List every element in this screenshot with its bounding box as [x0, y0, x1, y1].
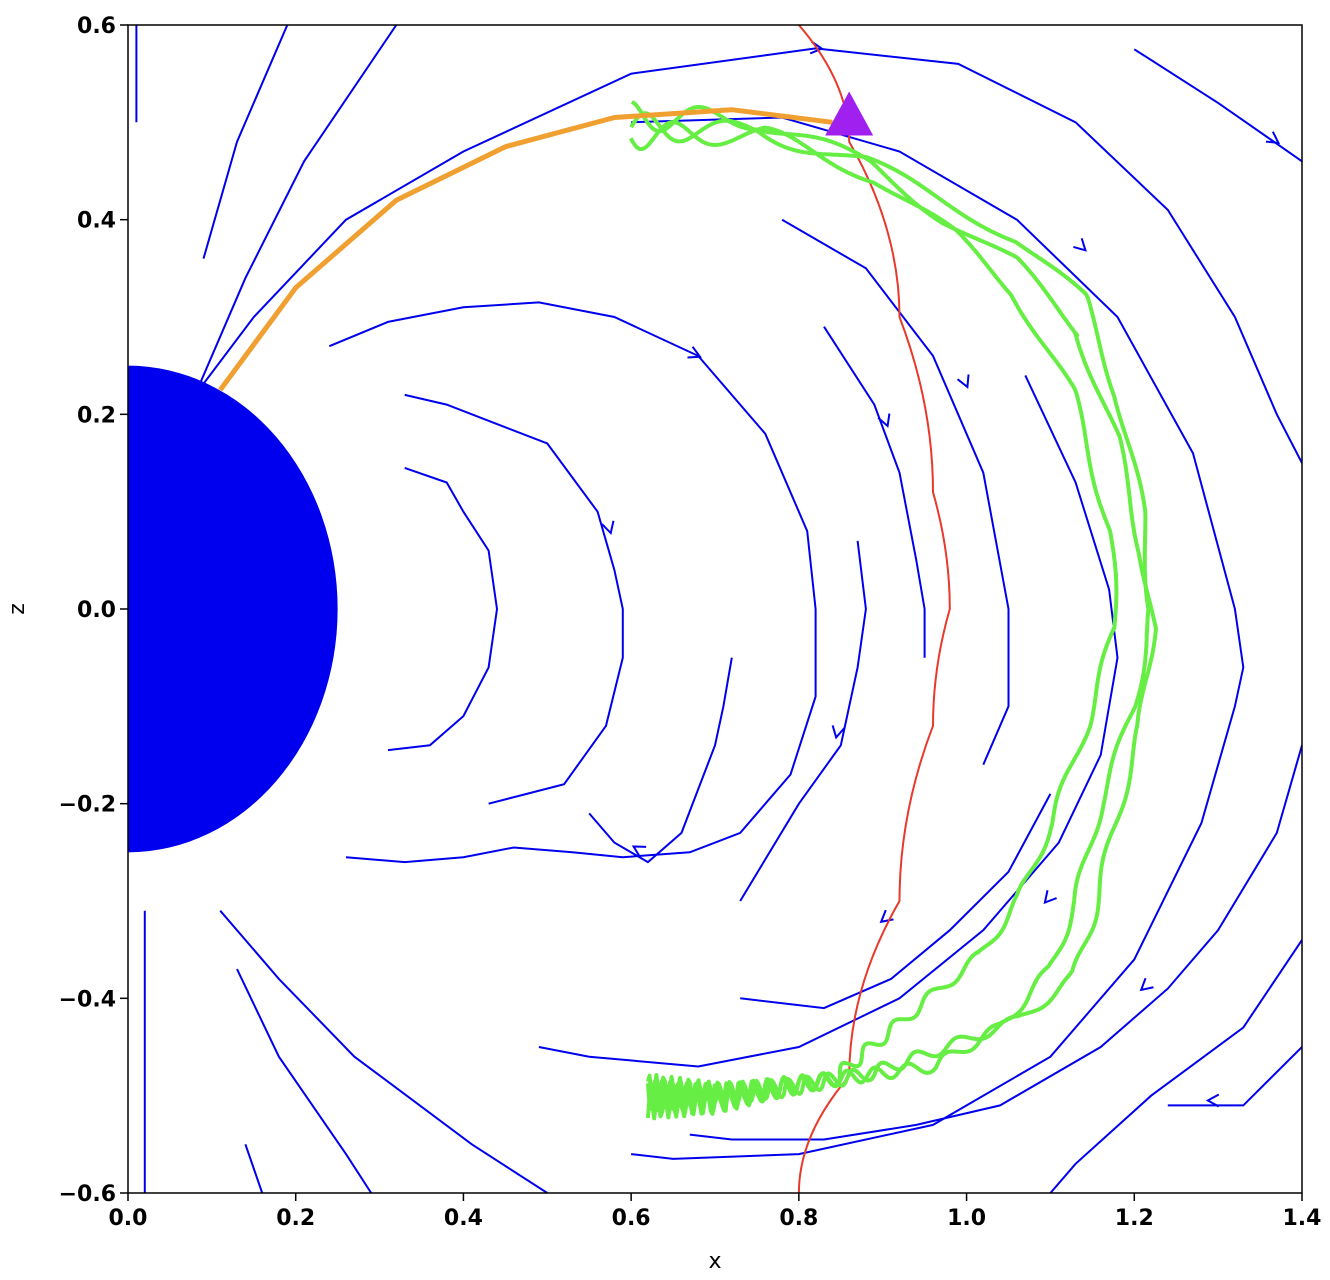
particle-trajectory: [629, 120, 1119, 1121]
y-axis-label: z: [5, 603, 30, 615]
x-tick-label: 0.2: [276, 1206, 315, 1231]
field-line: [588, 657, 733, 864]
field-line: [740, 793, 1052, 1010]
field-direction-arrow: [687, 346, 702, 359]
y-tick-label: 0.6: [77, 14, 116, 39]
field-direction-arrow: [956, 374, 970, 389]
field-line: [328, 301, 817, 864]
field-line: [202, 25, 289, 259]
field-direction-arrow: [601, 520, 615, 536]
field-line: [1049, 939, 1302, 1193]
field-line: [1167, 1046, 1302, 1107]
plot-area: [128, 25, 1302, 1193]
field-line: [781, 218, 1010, 766]
field-direction-arrow: [1073, 238, 1087, 252]
y-tick-label: −0.4: [59, 987, 116, 1012]
field-line: [823, 326, 926, 658]
x-tick-label: 0.8: [779, 1206, 818, 1231]
particle-trajectory: [630, 100, 1158, 1107]
field-direction-arrow: [1043, 890, 1057, 905]
field-line: [219, 910, 548, 1193]
field-line: [387, 466, 499, 752]
x-tick-label: 0.0: [109, 1206, 148, 1231]
x-tick-label: 1.0: [947, 1206, 986, 1231]
y-axis: 0.6 0.4 0.2 0.0 −0.2 −0.4 −0.6: [59, 14, 128, 1207]
boundary-curve: [797, 25, 951, 1193]
x-tick-label: 1.2: [1115, 1206, 1154, 1231]
y-tick-label: 0.4: [77, 209, 116, 234]
x-axis: 0.0 0.2 0.4 0.6 0.8 1.0 1.2 1.4: [109, 1193, 1322, 1231]
field-direction-arrow: [631, 845, 647, 858]
field-line: [630, 116, 1245, 1160]
y-tick-label: −0.2: [59, 793, 116, 818]
y-tick-label: 0.0: [77, 598, 116, 623]
x-tick-label: 1.4: [1283, 1206, 1322, 1231]
field-line: [739, 540, 867, 902]
field-line: [194, 25, 398, 396]
field-line: [404, 393, 624, 805]
guiding-field-line: [218, 107, 833, 392]
field-line: [689, 745, 1302, 1141]
field-direction-arrow: [877, 413, 891, 428]
x-tick-label: 0.6: [612, 1206, 651, 1231]
field-direction-arrow: [1139, 977, 1154, 992]
field-line: [244, 1143, 264, 1193]
field-direction-arrow: [1265, 131, 1281, 145]
y-tick-label: −0.6: [59, 1182, 116, 1207]
planet-disk: [128, 365, 338, 853]
field-direction-arrow: [831, 725, 846, 740]
y-tick-label: 0.2: [77, 403, 116, 428]
field-direction-arrow: [1205, 1093, 1220, 1108]
start-marker: [825, 91, 874, 136]
x-axis-label: x: [708, 1249, 721, 1274]
field-line: [194, 47, 1302, 464]
x-tick-label: 0.4: [444, 1206, 483, 1231]
field-line: [236, 968, 373, 1193]
